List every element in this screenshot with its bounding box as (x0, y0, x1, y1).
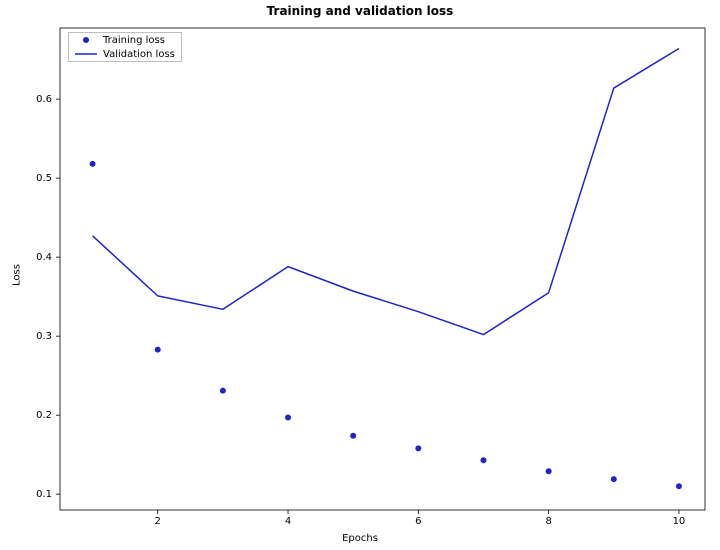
y-ticks: 0.1 0.2 0.3 0.4 0.5 0.6 (36, 94, 60, 500)
loss-chart: Training and validation loss Loss Epochs… (0, 0, 720, 550)
y-tick-label: 0.4 (36, 252, 52, 263)
y-tick-label: 0.3 (36, 331, 52, 342)
y-tick-label: 0.2 (36, 410, 52, 421)
x-tick-label: 2 (155, 516, 161, 527)
training-scatter (90, 161, 682, 489)
x-tick-label: 4 (285, 516, 291, 527)
x-tick-label: 10 (673, 516, 686, 527)
legend-item: Validation loss (69, 47, 181, 61)
legend-label: Validation loss (103, 49, 175, 60)
legend-item: Training loss (69, 33, 181, 47)
y-tick-label: 0.5 (36, 173, 52, 184)
axes-frame (60, 28, 705, 510)
plot-svg: 2 4 6 8 10 0.1 0.2 0.3 0.4 0.5 0.6 (0, 0, 720, 550)
legend: Training loss Validation loss (68, 32, 182, 62)
legend-label: Training loss (103, 35, 165, 46)
training-swatch-icon (75, 35, 97, 45)
x-ticks: 2 4 6 8 10 (155, 510, 686, 527)
validation-swatch-icon (75, 49, 97, 59)
y-tick-label: 0.1 (36, 489, 52, 500)
validation-line (93, 49, 679, 335)
x-tick-label: 8 (545, 516, 551, 527)
x-tick-label: 6 (415, 516, 421, 527)
y-tick-label: 0.6 (36, 94, 52, 105)
